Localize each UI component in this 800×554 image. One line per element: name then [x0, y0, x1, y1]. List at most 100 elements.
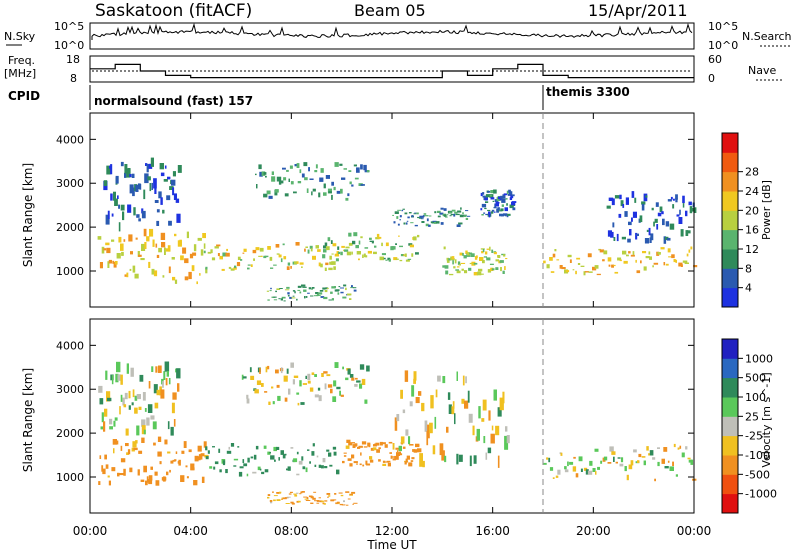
velocity-echo-cell: [288, 388, 291, 395]
velocity-echo-cell: [133, 447, 138, 451]
velocity-echo-cell: [398, 445, 402, 452]
velocity-echo-cell: [427, 424, 430, 439]
power-echo-cell: [276, 253, 280, 255]
power-echo-cell: [636, 233, 639, 236]
power-echo-cell: [511, 201, 516, 206]
velocity-echo-cell: [332, 499, 337, 501]
power-echo-cell: [283, 177, 287, 181]
velocity-echo-cell: [250, 456, 254, 459]
power-echo-cell: [203, 243, 206, 249]
velocity-echo-cell: [472, 425, 475, 436]
power-echo-cell: [311, 287, 315, 289]
power-echo-cell: [608, 264, 611, 267]
velocity-echo-cell: [461, 398, 465, 404]
velocity-echo-cell: [411, 385, 415, 397]
power-echo-cell: [353, 289, 357, 292]
power-echo-cell: [269, 256, 273, 261]
power-echo-cell: [315, 164, 318, 169]
velocity-echo-cell: [322, 458, 326, 463]
power-echo-cell: [461, 268, 464, 271]
power-echo-cell: [569, 259, 572, 263]
power-echo-cell: [151, 268, 155, 275]
power-echo-cell: [481, 250, 484, 254]
power-echo-cell: [473, 272, 479, 276]
power-echo-cell: [340, 188, 343, 194]
velocity-echo-cell: [321, 500, 324, 503]
power-echo-cell: [688, 201, 692, 206]
power-echo-cell: [648, 251, 651, 255]
power-echo-cell: [200, 249, 204, 256]
velocity-echo-cell: [193, 480, 198, 486]
power-echo-cell: [146, 164, 149, 173]
power-echo-cell: [270, 287, 272, 290]
power-data: [97, 157, 698, 302]
power-echo-cell: [407, 216, 410, 219]
velocity-echo-cell: [276, 384, 280, 388]
power-echo-cell: [494, 203, 497, 208]
velocity-echo-cell: [652, 457, 656, 460]
velocity-echo-cell: [411, 457, 415, 460]
velocity-echo-cell: [356, 463, 358, 465]
velocity-colorbar-tick-label: 100: [745, 391, 766, 404]
power-echo-cell: [428, 224, 431, 227]
power-echo-cell: [266, 190, 271, 195]
velocity-echo-cell: [392, 458, 396, 461]
power-echo-cell: [138, 218, 141, 222]
velocity-echo-cell: [467, 390, 470, 403]
velocity-echo-cell: [375, 442, 380, 446]
velocity-echo-cell: [314, 500, 318, 502]
velocity-echo-cell: [389, 452, 392, 454]
power-echo-cell: [270, 267, 274, 269]
velocity-echo-cell: [120, 394, 123, 402]
power-echo-cell: [360, 184, 365, 186]
power-echo-cell: [191, 265, 195, 272]
power-echo-cell: [259, 171, 263, 177]
freq-left-tick-bottom: 8: [70, 72, 77, 85]
velocity-echo-cell: [278, 491, 282, 494]
velocity-echo-cell: [413, 378, 416, 384]
power-echo-cell: [122, 211, 125, 221]
velocity-echo-cell: [137, 469, 140, 476]
velocity-echo-cell: [264, 469, 269, 473]
power-echo-cell: [404, 212, 408, 215]
velocity-echo-cell: [339, 503, 343, 506]
power-echo-cell: [667, 199, 672, 202]
power-echo-cell: [342, 296, 347, 299]
power-panel: 1000 2000 3000 4000 Slant Range [km] 4 8 12 16…: [21, 112, 773, 308]
power-ytick-label: 1000: [56, 265, 84, 278]
velocity-echo-cell: [299, 493, 302, 495]
power-echo-cell: [465, 210, 469, 212]
power-echo-cell: [292, 290, 296, 292]
velocity-echo-cell: [119, 406, 121, 415]
velocity-echo-cell: [307, 449, 310, 451]
power-echo-cell: [678, 262, 683, 267]
velocity-echo-cell: [415, 397, 420, 404]
velocity-echo-cell: [657, 461, 660, 467]
power-echo-cell: [243, 248, 247, 252]
velocity-echo-cell: [648, 453, 652, 456]
power-echo-cell: [493, 189, 497, 194]
velocity-echo-cell: [343, 500, 345, 503]
power-echo-cell: [628, 221, 632, 226]
power-echo-cell: [253, 258, 255, 261]
time-axis: 00:00 04:00 08:00 12:00 16:00 20:00 00:00: [73, 113, 711, 538]
time-tick-label: 16:00: [475, 524, 510, 538]
power-echo-cell: [346, 293, 352, 296]
velocity-echo-cell: [102, 468, 106, 475]
radar-title: Saskatoon (fitACF): [95, 1, 252, 21]
velocity-echo-cell: [439, 443, 444, 456]
power-echo-cell: [345, 287, 347, 291]
velocity-echo-cell: [603, 456, 608, 461]
velocity-echo-cell: [117, 374, 121, 381]
power-echo-cell: [287, 262, 291, 266]
power-echo-cell: [405, 222, 408, 225]
velocity-echo-cell: [272, 491, 274, 493]
velocity-echo-cell: [261, 471, 265, 475]
velocity-echo-cell: [646, 446, 649, 451]
velocity-echo-cell: [132, 441, 137, 448]
power-echo-cell: [340, 291, 344, 294]
velocity-echo-cell: [105, 464, 109, 469]
power-echo-cell: [266, 290, 269, 292]
power-echo-cell: [672, 198, 675, 201]
velocity-echo-cell: [595, 471, 597, 475]
